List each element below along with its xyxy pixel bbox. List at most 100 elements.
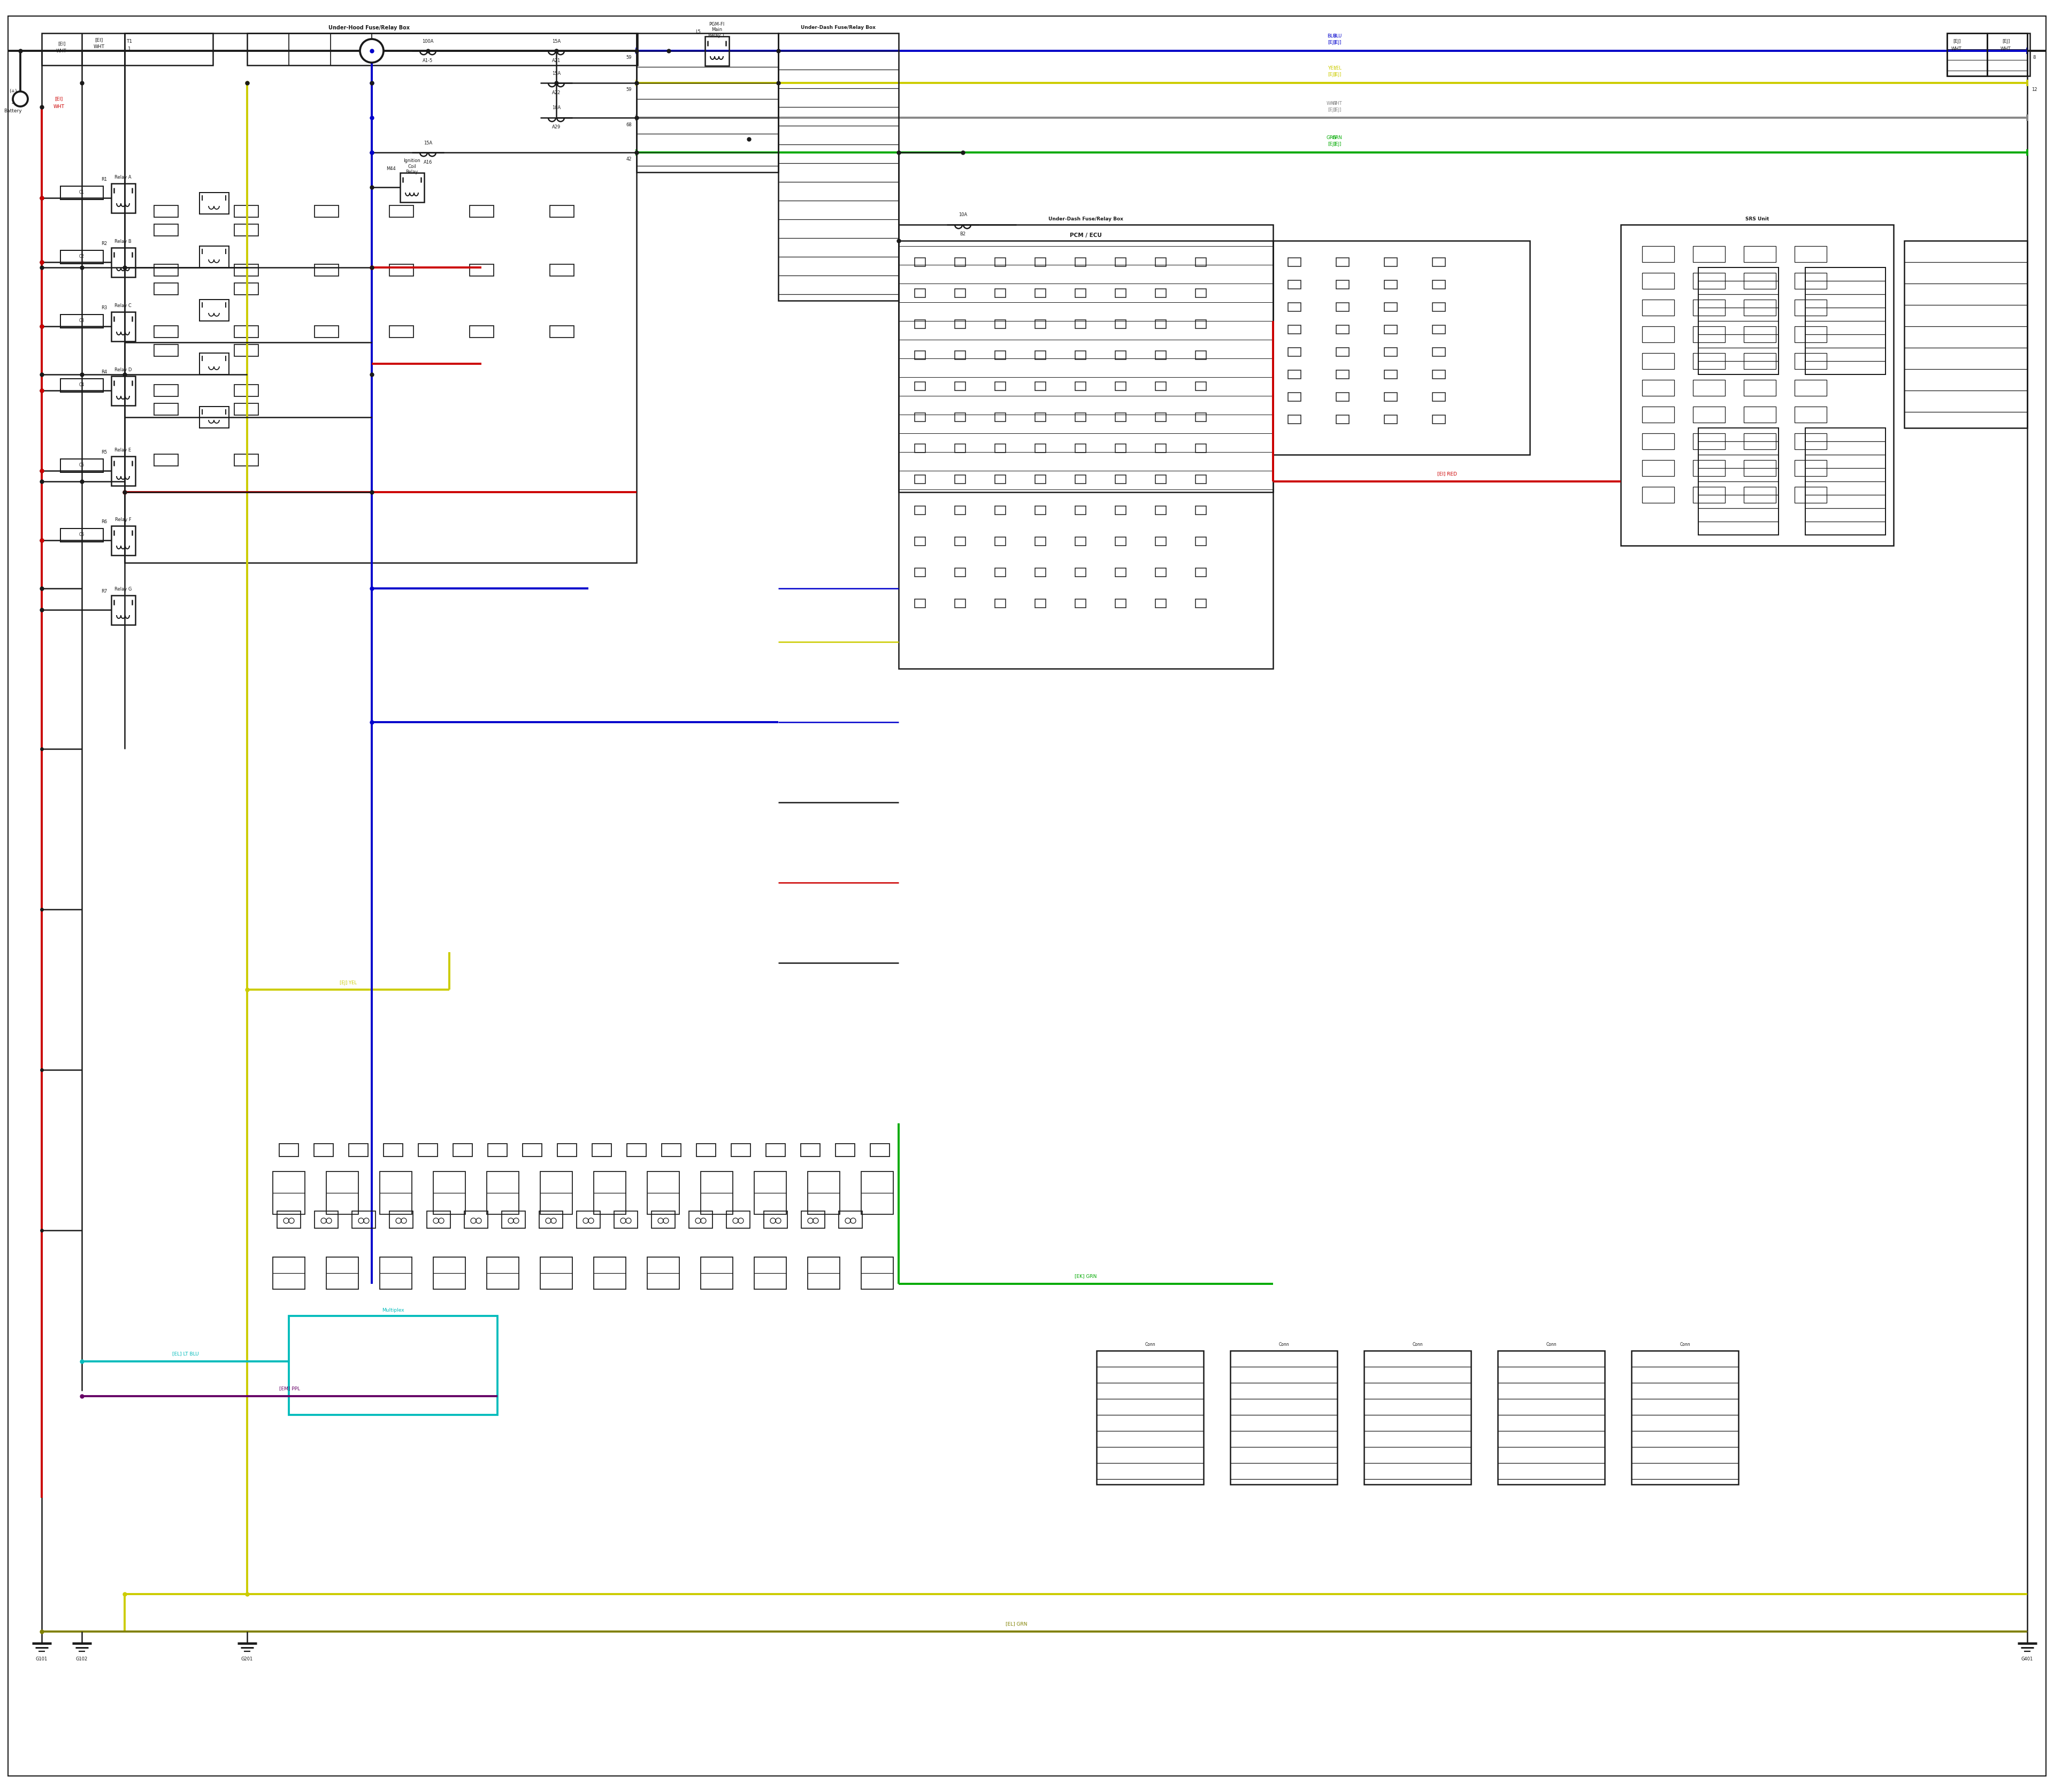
Text: [EJ]: [EJ] xyxy=(1327,72,1335,77)
Bar xyxy=(807,1256,840,1288)
Bar xyxy=(1384,324,1397,333)
Bar xyxy=(1384,280,1397,289)
Bar xyxy=(861,1256,893,1288)
Text: M44: M44 xyxy=(386,167,396,170)
Text: WHT: WHT xyxy=(1331,100,1343,106)
Text: [EK] GRN: [EK] GRN xyxy=(1074,1274,1097,1279)
Bar xyxy=(1384,416,1397,423)
Bar xyxy=(1744,246,1777,262)
Bar xyxy=(1115,538,1126,545)
Bar xyxy=(154,224,179,237)
Bar xyxy=(914,568,926,577)
Text: [EJ]: [EJ] xyxy=(1327,41,1335,45)
Text: 68: 68 xyxy=(626,122,633,127)
Text: Conn: Conn xyxy=(1547,1342,1557,1346)
Bar xyxy=(637,34,778,172)
Text: A29: A29 xyxy=(553,125,561,129)
Bar xyxy=(731,1143,750,1156)
Bar xyxy=(314,1211,339,1228)
Bar xyxy=(234,403,259,416)
Bar xyxy=(577,1211,600,1228)
Bar xyxy=(111,247,136,278)
Bar xyxy=(1744,487,1777,504)
Bar xyxy=(234,385,259,396)
Text: [EL] LT BLU: [EL] LT BLU xyxy=(173,1351,199,1357)
Bar xyxy=(1035,505,1045,514)
Bar xyxy=(60,186,103,199)
Bar xyxy=(1692,299,1725,315)
Bar xyxy=(550,263,573,276)
Text: Multiplex: Multiplex xyxy=(382,1308,405,1314)
Bar xyxy=(1384,392,1397,401)
Text: [EJ]: [EJ] xyxy=(1327,142,1335,147)
Bar xyxy=(1288,371,1300,378)
Text: R3: R3 xyxy=(101,305,107,310)
Bar xyxy=(314,326,339,337)
Bar xyxy=(154,263,179,276)
Bar xyxy=(1035,351,1045,360)
Bar xyxy=(1154,538,1167,545)
Bar xyxy=(1074,382,1087,391)
Bar xyxy=(470,206,493,217)
Text: YEL: YEL xyxy=(1333,66,1341,72)
Bar xyxy=(914,599,926,607)
Bar xyxy=(900,224,1273,493)
Bar xyxy=(60,251,103,263)
Text: A22: A22 xyxy=(553,90,561,95)
Text: (+): (+) xyxy=(8,88,16,93)
Bar xyxy=(1035,321,1045,328)
Bar xyxy=(994,289,1006,297)
Bar xyxy=(1074,599,1087,607)
Bar xyxy=(501,1211,526,1228)
Bar xyxy=(1795,434,1826,450)
Bar xyxy=(111,312,136,340)
Text: Relay G: Relay G xyxy=(115,586,131,591)
Text: L5: L5 xyxy=(696,30,700,34)
Bar xyxy=(234,283,259,294)
Bar xyxy=(1115,289,1126,297)
Bar xyxy=(1692,434,1725,450)
Bar xyxy=(1115,258,1126,267)
Bar xyxy=(1154,599,1167,607)
Bar xyxy=(1337,258,1349,267)
Bar xyxy=(1074,258,1087,267)
Bar xyxy=(327,1172,357,1215)
Text: 15A: 15A xyxy=(553,39,561,43)
Bar xyxy=(273,1172,304,1215)
Bar xyxy=(550,206,573,217)
Text: 42: 42 xyxy=(626,158,633,161)
Bar xyxy=(433,1256,466,1288)
Bar xyxy=(1195,505,1206,514)
Bar xyxy=(1195,599,1206,607)
Bar xyxy=(314,206,339,217)
Bar xyxy=(1432,258,1446,267)
Bar xyxy=(550,326,573,337)
Bar xyxy=(914,538,926,545)
Text: BLU: BLU xyxy=(1327,34,1337,39)
Bar xyxy=(199,246,228,267)
Bar xyxy=(1115,505,1126,514)
Text: WHT: WHT xyxy=(92,45,105,48)
Bar xyxy=(234,206,259,217)
Bar xyxy=(234,344,259,357)
Bar xyxy=(433,1172,466,1215)
Bar xyxy=(111,595,136,625)
Bar xyxy=(1432,324,1446,333)
Text: Conn: Conn xyxy=(1278,1342,1290,1346)
Bar xyxy=(1795,272,1826,289)
Bar xyxy=(1744,299,1777,315)
Bar xyxy=(1432,348,1446,357)
Bar xyxy=(955,444,965,453)
Bar xyxy=(955,538,965,545)
Bar xyxy=(1337,392,1349,401)
Bar xyxy=(727,1211,750,1228)
Bar xyxy=(754,1172,787,1215)
Bar xyxy=(1074,351,1087,360)
Bar xyxy=(1115,444,1126,453)
Bar xyxy=(1115,599,1126,607)
Bar xyxy=(1074,475,1087,484)
Bar xyxy=(766,1143,785,1156)
Bar xyxy=(661,1143,682,1156)
Bar xyxy=(1195,444,1206,453)
Bar xyxy=(1692,353,1725,369)
